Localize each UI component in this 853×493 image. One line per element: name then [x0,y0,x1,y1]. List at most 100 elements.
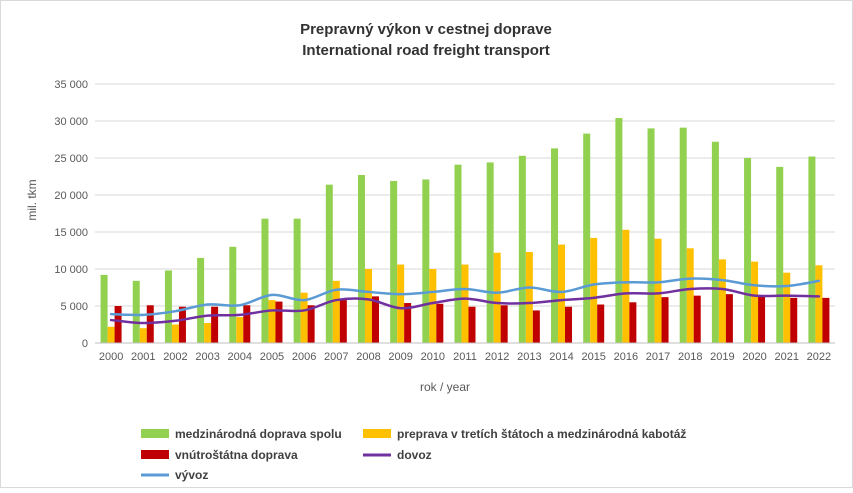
bar-international-total [744,158,752,343]
bar-international-total [518,155,526,343]
bar-international-total [647,128,655,343]
bar-third-countries-cabotage [300,292,308,343]
bar-domestic [404,303,412,343]
bar-domestic [597,304,605,343]
bar-international-total [357,175,365,343]
gridlines [95,83,835,307]
x-tick-label: 2002 [163,351,187,363]
bar-international-total [164,270,172,343]
bar-third-countries-cabotage [268,300,276,343]
y-axis-ticks: 0 5 000 10 000 15 000 20 000 25 000 30 000 35 0… [54,79,88,350]
line-export [109,277,821,317]
y-tick-label: 30 000 [54,116,88,128]
bar-third-countries-cabotage [718,259,726,343]
bar-domestic [178,306,186,343]
x-tick-label: 2020 [742,351,766,363]
x-tick-label: 2019 [710,351,734,363]
bar-third-countries-cabotage [236,317,244,343]
legend: medzinárodná doprava spolu preprava v tr… [141,427,686,482]
bar-international-total [679,127,687,343]
bar-domestic [758,296,766,343]
bar-third-countries-cabotage [107,326,115,343]
bar-domestic [693,295,701,343]
bar-international-total [551,148,559,343]
bar-domestic [339,300,347,343]
legend-label-import: dovoz [397,448,432,462]
bar-third-countries-cabotage [461,264,469,343]
x-tick-label: 2018 [678,351,702,363]
bar-third-countries-cabotage [783,272,791,343]
x-axis-ticks: 2000 2001 2002 2003 2004 2005 2006 2007 2008 2009… [99,351,831,363]
y-tick-label: 5 000 [60,301,88,313]
x-tick-label: 2004 [228,351,252,363]
y-tick-label: 25 000 [54,153,88,165]
bar-third-countries-cabotage [525,251,533,343]
bar-international-total [711,141,719,343]
bar-domestic [532,310,540,343]
bar-domestic [500,305,508,343]
bar-international-total [229,246,237,343]
bar-third-countries-cabotage [364,269,372,343]
bar-third-countries-cabotage [654,238,662,343]
x-tick-label: 2011 [453,351,477,363]
bar-international-total [261,218,269,343]
bar-domestic [790,297,798,343]
x-tick-label: 2008 [356,351,380,363]
legend-swatch-international-total [141,429,169,438]
bar-third-countries-cabotage [397,264,405,343]
legend-label-export: vývoz [175,468,208,482]
bar-third-countries-cabotage [622,229,630,343]
x-tick-label: 2021 [774,351,798,363]
legend-label-third-countries-cabotage: preprava v tretích štátoch a medzinárodn… [397,427,686,441]
bar-domestic [114,306,122,343]
line-import [109,287,821,325]
bar-domestic [307,305,315,343]
bar-international-total [615,118,623,343]
x-tick-label: 2022 [807,351,831,363]
bar-third-countries-cabotage [204,323,212,343]
x-tick-label: 2007 [324,351,348,363]
bar-international-total [325,184,333,343]
legend-label-international-total: medzinárodná doprava spolu [175,427,342,441]
x-axis-title: rok / year [420,380,470,394]
bar-international-total [808,156,816,343]
x-tick-label: 2000 [99,351,123,363]
x-tick-label: 2013 [517,351,541,363]
legend-swatch-third-countries-cabotage [363,429,391,438]
chart-subtitle: International road freight transport [302,42,550,59]
bar-domestic [436,303,444,343]
bar-third-countries-cabotage [139,328,147,343]
x-tick-label: 2006 [292,351,316,363]
bar-third-countries-cabotage [493,252,501,343]
y-tick-label: 20 000 [54,190,88,202]
x-tick-label: 2009 [388,351,412,363]
y-tick-label: 0 [82,338,88,350]
bar-international-total [390,180,398,343]
bar-international-total [422,179,430,343]
x-tick-label: 2003 [195,351,219,363]
bar-domestic [468,306,476,343]
bar-domestic [822,297,830,343]
y-axis-title: mil. tkm [25,179,39,220]
y-tick-label: 10 000 [54,264,88,276]
bars [100,118,830,343]
bar-international-total [486,162,494,343]
x-tick-label: 2010 [421,351,445,363]
bar-international-total [132,280,140,343]
legend-label-domestic: vnútroštátna doprava [175,448,298,462]
x-tick-label: 2001 [131,351,155,363]
bar-domestic [661,297,669,343]
bar-third-countries-cabotage [429,269,437,343]
x-tick-label: 2015 [581,351,605,363]
bar-third-countries-cabotage [332,280,340,343]
bar-international-total [293,218,301,343]
bar-domestic [629,302,637,343]
bar-domestic [275,301,283,343]
bar-domestic [725,294,733,343]
bar-international-total [100,274,108,343]
bar-third-countries-cabotage [590,237,598,343]
x-tick-label: 2014 [549,351,573,363]
bar-domestic [371,296,379,343]
